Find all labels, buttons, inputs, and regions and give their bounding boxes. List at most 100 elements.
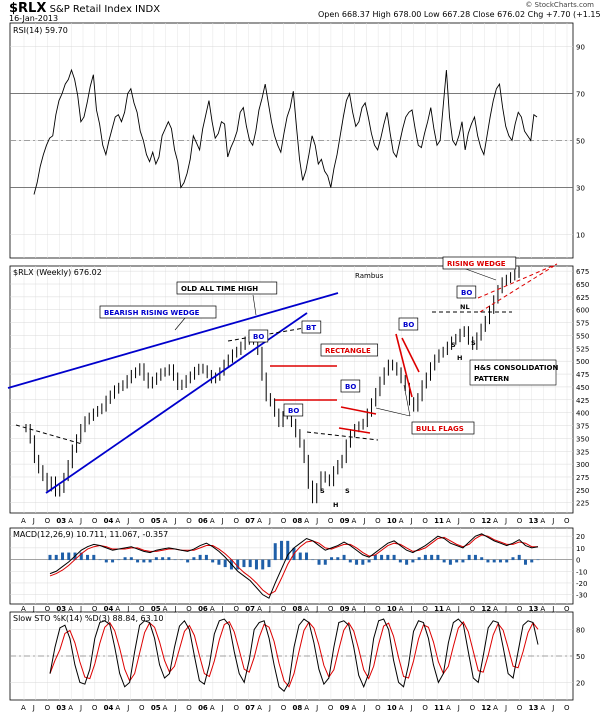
x-tick-label: 12 (481, 517, 491, 525)
sto-d-line (49, 620, 539, 688)
macd-histogram-bar (317, 559, 321, 565)
macd-histogram-bar (380, 554, 384, 561)
x-tick-label: J (32, 605, 35, 613)
macd-histogram-bar (486, 559, 490, 563)
x-tick-label: A (493, 517, 498, 525)
macd-histogram-bar (204, 554, 208, 561)
wedge-lower-line (45, 312, 308, 494)
macd-histogram-bar (361, 559, 365, 565)
x-tick-label: A (257, 605, 262, 613)
x-tick-label: 05 (151, 704, 161, 712)
x-tick-label: 09 (340, 704, 350, 712)
macd-histogram-bar (323, 559, 327, 565)
macd-histogram-bar (242, 559, 246, 568)
price-tick-label: 350 (576, 435, 589, 443)
price-tick-label: 375 (576, 423, 589, 431)
x-tick-label: 06 (198, 605, 208, 613)
x-tick-label: A (21, 517, 26, 525)
label-bo: BO (253, 333, 264, 341)
price-tick-label: 650 (576, 281, 589, 289)
x-tick-label: J (410, 517, 413, 525)
macd-histogram-bar (461, 559, 465, 563)
macd-histogram-bar (86, 554, 90, 561)
macd-histogram-bar (355, 559, 359, 565)
macd-histogram-bar (123, 557, 127, 561)
x-tick-label: 08 (293, 704, 303, 712)
macd-histogram-bar (392, 554, 396, 561)
macd-histogram-bar (217, 559, 221, 565)
x-tick-label: J (315, 517, 318, 525)
x-tick-label: O (45, 517, 51, 525)
index-name: S&P Retail Index INDX (49, 4, 161, 15)
x-tick-label: O (375, 517, 381, 525)
price-tick-label: 600 (576, 307, 589, 315)
x-tick-label: O (186, 517, 192, 525)
price-tick-label: 525 (576, 345, 589, 353)
x-tick-label: 03 (56, 605, 66, 613)
x-tick-label: O (517, 704, 523, 712)
x-tick-label: J (362, 517, 365, 525)
x-tick-label: J (551, 517, 554, 525)
x-tick-label: A (540, 517, 545, 525)
label-old-all-time-high-box (176, 281, 278, 295)
macd-histogram-bar (530, 559, 534, 563)
x-tick-label: J (268, 605, 271, 613)
x-tick-label: 10 (387, 517, 397, 525)
rsi-tick-label: 10 (576, 232, 585, 240)
x-tick-label: A (352, 704, 357, 712)
x-tick-label: J (457, 605, 460, 613)
x-tick-label: O (470, 605, 476, 613)
macd-histogram-bar (336, 557, 340, 561)
macd-histogram-bar (136, 559, 140, 563)
x-tick-label: O (564, 605, 570, 613)
x-tick-label: A (21, 704, 26, 712)
sto-label: Slow STO %K(14) %D(3) 88.84, 63.10 (13, 614, 163, 623)
macd-histogram-bar (192, 557, 196, 561)
x-tick-label: 10 (387, 605, 397, 613)
label-pattern-letter: S (320, 487, 325, 495)
bull-flag-line (340, 406, 377, 415)
x-tick-label: J (551, 605, 554, 613)
macd-histogram-bar (511, 557, 515, 561)
label-bo: BO (288, 407, 299, 415)
label-pattern-letter: S (345, 487, 350, 495)
x-tick-label: O (328, 517, 334, 525)
x-tick-label: O (233, 605, 239, 613)
x-tick-label: 12 (481, 605, 491, 613)
x-tick-label: A (115, 517, 120, 525)
x-tick-label: A (399, 517, 404, 525)
label-bo-box (283, 403, 304, 417)
x-tick-label: O (375, 605, 381, 613)
x-tick-label: J (268, 704, 271, 712)
rsi-line (33, 68, 538, 195)
x-tick-label: A (210, 605, 215, 613)
macd-label: MACD(12,26,9) 10.711, 11.067, -0.357 (13, 530, 168, 539)
x-tick-label: O (422, 517, 428, 525)
macd-histogram-bar (423, 554, 427, 561)
label-pattern-letter: NL (460, 303, 470, 311)
x-tick-label: O (422, 605, 428, 613)
macd-tick-label: 0 (576, 557, 580, 565)
sto-tick-label: 50 (576, 653, 585, 661)
macd-histogram-bar (261, 559, 265, 570)
x-tick-label: J (457, 704, 460, 712)
x-tick-label: A (446, 704, 451, 712)
x-tick-label: 03 (56, 704, 66, 712)
rsi-tick-label: 30 (576, 185, 585, 193)
macd-histogram-bar (373, 554, 377, 561)
macd-histogram-bar (305, 552, 309, 561)
x-tick-label: 09 (340, 605, 350, 613)
macd-histogram-bar (480, 557, 484, 561)
label-rambus: Rambus (355, 272, 384, 280)
x-tick-label: O (564, 704, 570, 712)
x-tick-label: 08 (293, 517, 303, 525)
x-tick-label: J (126, 704, 129, 712)
bull-flag-line (401, 337, 420, 373)
x-tick-label: 07 (245, 517, 255, 525)
x-tick-label: O (92, 704, 98, 712)
x-tick-label: 04 (104, 605, 114, 613)
macd-histogram-bar (92, 554, 96, 561)
x-tick-label: 06 (198, 704, 208, 712)
x-tick-label: J (410, 704, 413, 712)
